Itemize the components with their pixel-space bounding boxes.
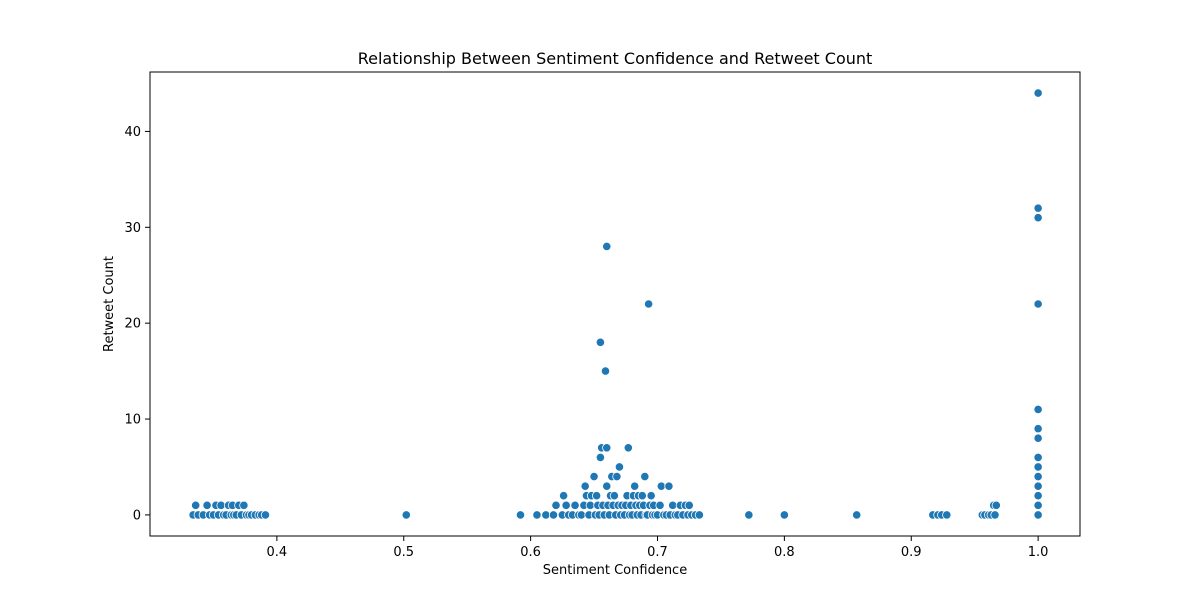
data-point — [541, 510, 551, 520]
data-point — [637, 491, 647, 501]
data-point — [260, 510, 271, 520]
data-point — [1033, 433, 1043, 443]
chart-title: Relationship Between Sentiment Confidenc… — [358, 49, 873, 68]
data-point — [559, 491, 569, 501]
data-points — [188, 88, 1043, 520]
data-point — [595, 337, 606, 347]
data-point — [990, 510, 1000, 520]
y-tick-label: 20 — [124, 317, 141, 332]
data-point — [239, 500, 249, 510]
data-point — [779, 510, 789, 520]
data-point — [655, 500, 665, 510]
data-point — [1033, 88, 1043, 98]
data-point — [644, 299, 654, 309]
data-point — [1033, 462, 1043, 472]
x-axis: 0.4 0.5 0.6 0.7 0.8 0.9 1.0 — [267, 536, 1049, 560]
data-point — [1033, 213, 1043, 223]
data-point — [609, 491, 619, 501]
data-point — [852, 510, 862, 520]
data-point — [614, 462, 625, 472]
data-point — [561, 500, 571, 510]
data-point — [942, 510, 952, 520]
data-point — [602, 481, 612, 491]
data-point — [1033, 424, 1043, 434]
data-point — [1033, 452, 1043, 462]
data-point — [585, 500, 595, 510]
data-point — [684, 500, 694, 510]
data-point — [646, 491, 656, 501]
data-point — [640, 471, 650, 482]
data-point — [515, 510, 526, 520]
data-point — [580, 481, 590, 491]
data-point — [191, 500, 201, 510]
data-point — [216, 500, 226, 510]
data-point — [532, 510, 542, 520]
data-point — [589, 471, 599, 482]
data-point — [602, 241, 612, 252]
data-point — [548, 510, 559, 520]
y-axis-label: Retweet Count — [102, 256, 117, 352]
data-point — [1033, 491, 1043, 501]
x-tick-label: 1.0 — [1028, 545, 1049, 560]
x-tick-label: 0.5 — [393, 545, 414, 560]
x-tick-label: 0.6 — [520, 545, 541, 560]
data-point — [1033, 404, 1043, 415]
data-point — [623, 443, 633, 453]
plot-area-frame — [149, 71, 1081, 537]
data-point — [744, 510, 754, 520]
data-point — [576, 510, 586, 520]
y-tick-label: 0 — [133, 508, 141, 523]
data-point — [1033, 510, 1043, 520]
y-tick-label: 40 — [124, 125, 141, 140]
x-tick-label: 0.7 — [647, 545, 668, 560]
data-point — [1033, 203, 1043, 213]
data-point — [664, 481, 674, 491]
data-point — [570, 500, 580, 510]
data-point — [1033, 471, 1043, 482]
x-axis-label: Sentiment Confidence — [543, 563, 687, 578]
data-point — [202, 500, 212, 510]
data-point — [694, 510, 704, 520]
data-point — [602, 443, 612, 453]
data-point — [1033, 481, 1043, 491]
data-point — [600, 366, 611, 376]
data-point — [668, 500, 678, 510]
y-axis: 0 10 20 30 40 — [124, 125, 150, 523]
data-point — [551, 500, 561, 510]
data-point — [1033, 299, 1043, 309]
data-point — [592, 491, 602, 501]
data-point — [401, 510, 411, 520]
data-point — [1033, 500, 1043, 510]
y-tick-label: 10 — [124, 413, 141, 428]
data-point — [612, 471, 622, 482]
data-point — [656, 481, 666, 491]
x-tick-label: 0.4 — [267, 545, 288, 560]
x-tick-label: 0.8 — [774, 545, 795, 560]
x-tick-label: 0.9 — [901, 545, 922, 560]
data-point — [991, 500, 1001, 510]
data-point — [595, 452, 606, 462]
data-point — [630, 481, 640, 491]
y-tick-label: 30 — [124, 221, 141, 236]
